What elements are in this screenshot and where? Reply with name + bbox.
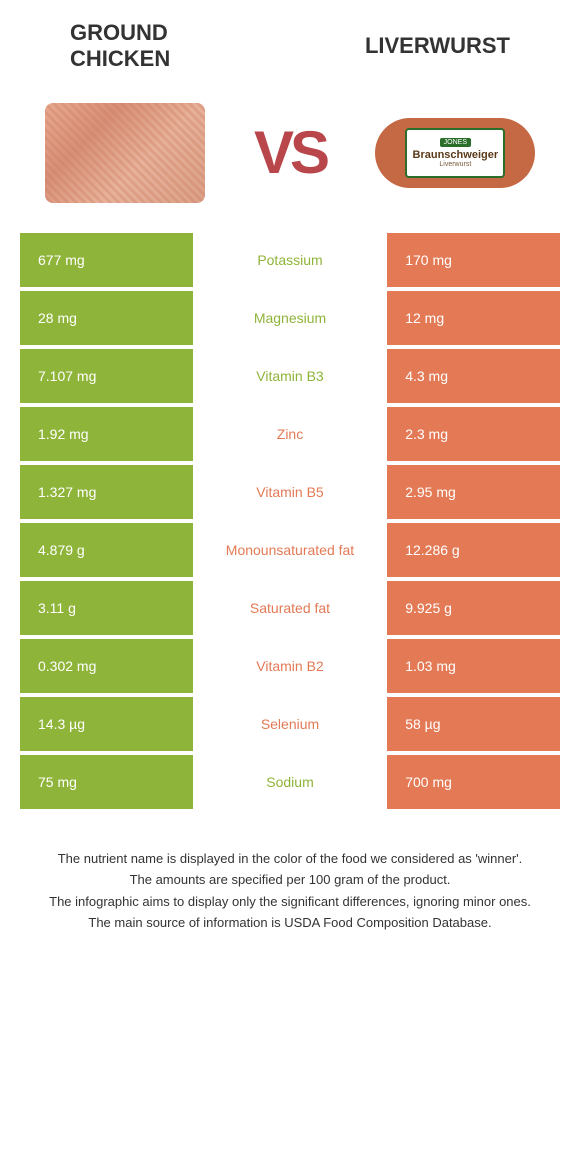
nutrient-label: Monounsaturated fat	[193, 523, 387, 577]
comparison-header: GROUND CHICKEN LIVERWURST	[20, 20, 560, 73]
ground-chicken-icon	[45, 103, 205, 203]
nutrient-label: Saturated fat	[193, 581, 387, 635]
right-value: 9.925 g	[387, 581, 560, 635]
right-value: 58 µg	[387, 697, 560, 751]
left-value: 7.107 mg	[20, 349, 193, 403]
pkg-sub: Liverwurst	[439, 161, 471, 168]
right-value: 1.03 mg	[387, 639, 560, 693]
left-value: 4.879 g	[20, 523, 193, 577]
left-title-line1: GROUND	[70, 20, 290, 46]
left-value: 1.327 mg	[20, 465, 193, 519]
table-row: 0.302 mgVitamin B21.03 mg	[20, 639, 560, 693]
right-value: 170 mg	[387, 233, 560, 287]
right-value: 2.95 mg	[387, 465, 560, 519]
footer-line1: The nutrient name is displayed in the co…	[30, 849, 550, 869]
right-value: 700 mg	[387, 755, 560, 809]
footer-line4: The main source of information is USDA F…	[30, 913, 550, 933]
table-row: 75 mgSodium700 mg	[20, 755, 560, 809]
table-row: 7.107 mgVitamin B34.3 mg	[20, 349, 560, 403]
nutrient-label: Vitamin B2	[193, 639, 387, 693]
liverwurst-icon: JONES Braunschweiger Liverwurst	[375, 118, 535, 188]
footer-line2: The amounts are specified per 100 gram o…	[30, 870, 550, 890]
liverwurst-package-label: JONES Braunschweiger Liverwurst	[405, 128, 505, 178]
nutrient-label: Potassium	[193, 233, 387, 287]
right-value: 4.3 mg	[387, 349, 560, 403]
right-food-image: JONES Braunschweiger Liverwurst	[375, 103, 535, 203]
left-value: 75 mg	[20, 755, 193, 809]
nutrient-label: Vitamin B5	[193, 465, 387, 519]
left-value: 3.11 g	[20, 581, 193, 635]
table-row: 677 mgPotassium170 mg	[20, 233, 560, 287]
nutrient-label: Magnesium	[193, 291, 387, 345]
footer-line3: The infographic aims to display only the…	[30, 892, 550, 912]
table-row: 14.3 µgSelenium58 µg	[20, 697, 560, 751]
vs-label: VS	[254, 118, 326, 187]
nutrient-table: 677 mgPotassium170 mg28 mgMagnesium12 mg…	[20, 233, 560, 809]
left-value: 14.3 µg	[20, 697, 193, 751]
left-title-line2: CHICKEN	[70, 46, 290, 72]
right-value: 12.286 g	[387, 523, 560, 577]
footer-notes: The nutrient name is displayed in the co…	[20, 849, 560, 933]
pkg-brand-top: JONES	[440, 138, 471, 147]
right-food-title: LIVERWURST	[290, 33, 530, 59]
images-row: VS JONES Braunschweiger Liverwurst	[20, 103, 560, 203]
nutrient-label: Sodium	[193, 755, 387, 809]
nutrient-label: Zinc	[193, 407, 387, 461]
right-value: 2.3 mg	[387, 407, 560, 461]
table-row: 4.879 gMonounsaturated fat12.286 g	[20, 523, 560, 577]
nutrient-label: Selenium	[193, 697, 387, 751]
table-row: 1.327 mgVitamin B52.95 mg	[20, 465, 560, 519]
left-value: 1.92 mg	[20, 407, 193, 461]
left-food-image	[45, 103, 205, 203]
left-value: 28 mg	[20, 291, 193, 345]
right-value: 12 mg	[387, 291, 560, 345]
left-value: 677 mg	[20, 233, 193, 287]
left-value: 0.302 mg	[20, 639, 193, 693]
table-row: 28 mgMagnesium12 mg	[20, 291, 560, 345]
pkg-brand: Braunschweiger	[413, 149, 499, 161]
table-row: 1.92 mgZinc2.3 mg	[20, 407, 560, 461]
table-row: 3.11 gSaturated fat9.925 g	[20, 581, 560, 635]
left-food-title: GROUND CHICKEN	[50, 20, 290, 73]
nutrient-label: Vitamin B3	[193, 349, 387, 403]
